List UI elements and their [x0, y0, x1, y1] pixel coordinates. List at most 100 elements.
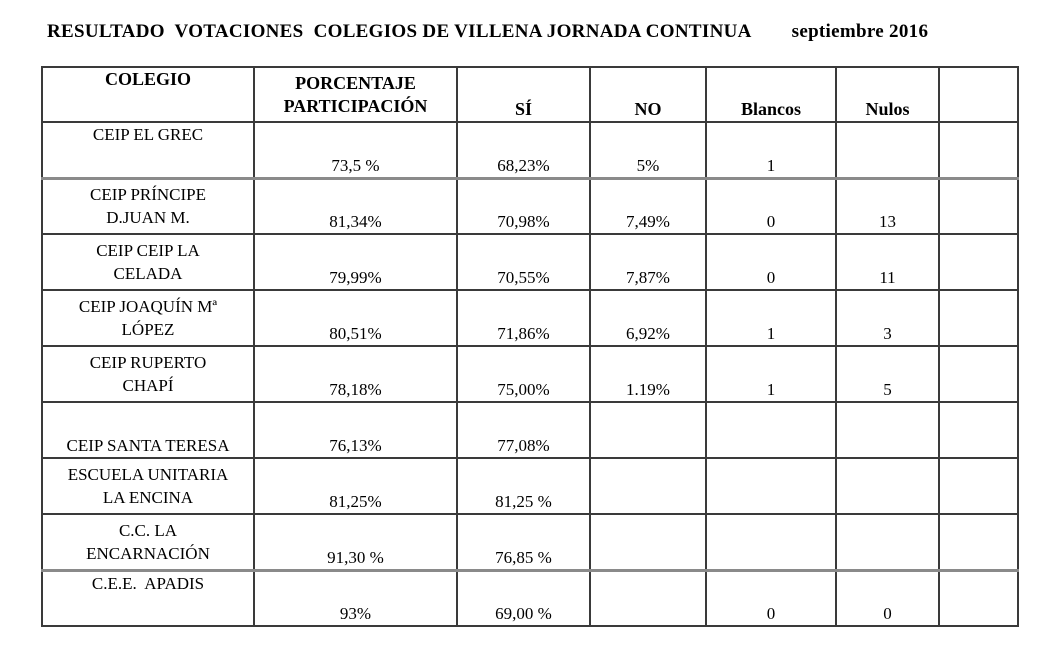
colegio-name-line: CEIP CEIP LA — [96, 241, 200, 260]
table-row: CEIP JOAQUÍN Mª LÓPEZ 80,51% 71,86% 6,92% 1 3 — [41, 289, 1019, 347]
value-cell-si: 69,00 % — [456, 568, 591, 627]
value-cell-nulos: 13 — [835, 177, 940, 235]
value-cell-blancos: 1 — [705, 289, 837, 347]
value-cell-extra — [938, 289, 1019, 347]
header-participacion: PORCENTAJE PARTICIPACIÓN — [253, 66, 458, 123]
value-cell-blancos: 1 — [705, 121, 837, 180]
colegio-name-line: D.JUAN M. — [106, 208, 190, 228]
table-row: CEIP RUPERTO CHAPÍ 78,18% 75,00% 1.19% 1 5 — [41, 345, 1019, 403]
value-cell-extra — [938, 121, 1019, 180]
header-blancos: Blancos — [705, 66, 837, 123]
colegio-cell: CEIP RUPERTO CHAPÍ — [41, 345, 255, 403]
page-title-date: septiembre 2016 — [791, 21, 929, 42]
value-cell-blancos: 0 — [705, 233, 837, 291]
value-cell-participacion: 80,51% — [253, 289, 458, 347]
value-cell-no — [589, 401, 707, 459]
value-cell-nulos: 11 — [835, 233, 940, 291]
value-cell-extra — [938, 345, 1019, 403]
value-cell-extra — [938, 401, 1019, 459]
value-cell-no: 6,92% — [589, 289, 707, 347]
value-cell-blancos: 1 — [705, 345, 837, 403]
value-cell-participacion: 79,99% — [253, 233, 458, 291]
value-cell-blancos — [705, 457, 837, 515]
colegio-cell: CEIP SANTA TERESA — [41, 401, 255, 459]
value-cell-si: 76,85 % — [456, 513, 591, 571]
colegio-name-line: CEIP EL GREC — [92, 125, 204, 144]
value-cell-extra — [938, 177, 1019, 235]
value-cell-participacion: 76,13% — [253, 401, 458, 459]
colegio-cell: CEIP CEIP LA CELADA — [41, 233, 255, 291]
results-table: COLEGIO PORCENTAJE PARTICIPACIÓN SÍ NO B… — [41, 66, 1019, 627]
table-row: ESCUELA UNITARIA LA ENCINA 81,25% 81,25 % — [41, 457, 1019, 515]
header-no: NO — [589, 66, 707, 123]
value-cell-participacion: 93% — [253, 568, 458, 627]
colegio-cell: C.E.E. APADIS — [41, 568, 255, 627]
value-cell-nulos — [835, 457, 940, 515]
value-cell-extra — [938, 568, 1019, 627]
value-cell-no: 7,87% — [589, 233, 707, 291]
value-cell-no — [589, 457, 707, 515]
colegio-cell: CEIP EL GREC — [41, 121, 255, 180]
colegio-name-line: LA ENCINA — [102, 488, 194, 507]
header-empty — [938, 66, 1019, 123]
value-cell-nulos — [835, 121, 940, 180]
value-cell-participacion: 81,25% — [253, 457, 458, 515]
table-row: CEIP SANTA TERESA 76,13% 77,08% — [41, 401, 1019, 459]
header-nulos: Nulos — [835, 66, 940, 123]
table-row: C.E.E. APADIS 93% 69,00 % 0 0 — [41, 568, 1019, 627]
value-cell-extra — [938, 457, 1019, 515]
page-title-main: RESULTADO VOTACIONES COLEGIOS DE VILLENA… — [47, 21, 752, 42]
colegio-cell: C.C. LA ENCARNACIÓN — [41, 513, 255, 571]
value-cell-nulos: 3 — [835, 289, 940, 347]
value-cell-participacion: 81,34% — [253, 177, 458, 235]
header-row: COLEGIO PORCENTAJE PARTICIPACIÓN SÍ NO B… — [41, 66, 1019, 123]
value-cell-no: 1.19% — [589, 345, 707, 403]
value-cell-si: 71,86% — [456, 289, 591, 347]
table-row: CEIP EL GREC 73,5 % 68,23% 5% 1 — [41, 121, 1019, 180]
value-cell-si: 81,25 % — [456, 457, 591, 515]
colegio-name-line: C.C. LA — [118, 520, 178, 540]
table-row: CEIP PRÍNCIPE D.JUAN M. 81,34% 70,98% 7,49% 0… — [41, 177, 1019, 235]
table-row: CEIP CEIP LA CELADA 79,99% 70,55% 7,87% 0 11 — [41, 233, 1019, 291]
value-cell-no: 5% — [589, 121, 707, 180]
value-cell-blancos — [705, 513, 837, 571]
colegio-cell: ESCUELA UNITARIA LA ENCINA — [41, 457, 255, 515]
colegio-name-line: ESCUELA UNITARIA — [67, 465, 229, 484]
table-body: CEIP EL GREC 73,5 % 68,23% 5% 1 CEIP PRÍNCIPE… — [41, 121, 1019, 627]
colegio-name-line: C.E.E. APADIS — [91, 573, 205, 593]
header-si: SÍ — [456, 66, 591, 123]
table-row: C.C. LA ENCARNACIÓN 91,30 % 76,85 % — [41, 513, 1019, 571]
value-cell-no — [589, 513, 707, 571]
value-cell-blancos: 0 — [705, 177, 837, 235]
value-cell-nulos — [835, 401, 940, 459]
colegio-name-line: CHAPÍ — [122, 376, 174, 395]
value-cell-participacion: 73,5 % — [253, 121, 458, 180]
value-cell-nulos: 0 — [835, 568, 940, 627]
value-cell-nulos — [835, 513, 940, 571]
value-cell-si: 70,98% — [456, 177, 591, 235]
value-cell-blancos: 0 — [705, 568, 837, 627]
colegio-cell: CEIP JOAQUÍN Mª LÓPEZ — [41, 289, 255, 347]
value-cell-no — [589, 568, 707, 627]
value-cell-si: 68,23% — [456, 121, 591, 180]
colegio-name-line: CEIP RUPERTO — [89, 353, 207, 372]
value-cell-nulos: 5 — [835, 345, 940, 403]
colegio-name-line: ENCARNACIÓN — [86, 543, 210, 563]
colegio-cell: CEIP PRÍNCIPE D.JUAN M. — [41, 177, 255, 235]
value-cell-blancos — [705, 401, 837, 459]
value-cell-extra — [938, 233, 1019, 291]
value-cell-no: 7,49% — [589, 177, 707, 235]
colegio-name-line: LÓPEZ — [121, 320, 175, 339]
colegio-name-line: CELADA — [113, 264, 183, 283]
value-cell-si: 77,08% — [456, 401, 591, 459]
colegio-name-line: CEIP PRÍNCIPE — [89, 185, 207, 205]
colegio-name-line: CEIP SANTA TERESA — [66, 436, 230, 455]
value-cell-extra — [938, 513, 1019, 571]
value-cell-si: 75,00% — [456, 345, 591, 403]
value-cell-participacion: 91,30 % — [253, 513, 458, 571]
page-title: RESULTADO VOTACIONES COLEGIOS DE VILLENA… — [47, 21, 928, 43]
value-cell-si: 70,55% — [456, 233, 591, 291]
value-cell-participacion: 78,18% — [253, 345, 458, 403]
colegio-name-line: CEIP JOAQUÍN Mª — [78, 297, 218, 316]
